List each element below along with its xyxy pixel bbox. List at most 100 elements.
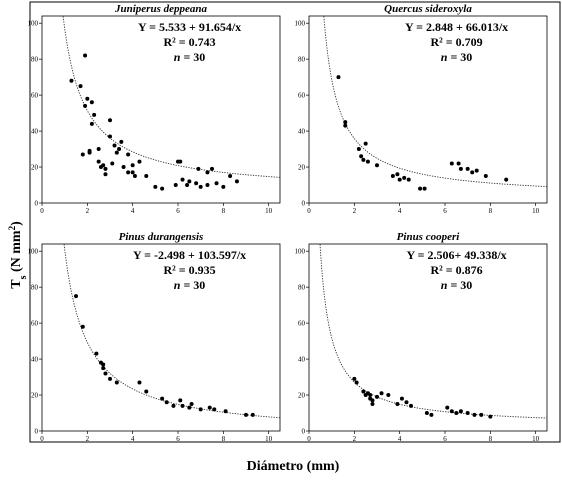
data-point [144,389,149,394]
data-point [402,175,407,180]
y-tick-label: 0 [35,428,39,436]
outer-frame [29,1,561,443]
y-axis-title: Ts (N mm2) [7,221,29,289]
data-point [78,84,83,89]
data-point [422,186,427,191]
y-tick-label: 40 [298,356,306,364]
data-point [397,177,402,182]
x-tick-label: 4 [398,207,402,215]
data-point [137,380,142,385]
y-tick-label: 60 [31,92,39,100]
data-point [474,168,479,173]
y-tick-label: 20 [31,164,39,172]
data-point [101,163,106,168]
data-point [375,163,379,168]
data-point [130,163,135,168]
r-squared-label: R² = 0.743 [164,35,216,49]
data-point [361,157,366,162]
data-point [87,150,92,155]
data-point [112,143,117,148]
y-tick-label: 100 [295,248,306,256]
panel-title: Pinus cooperi [397,231,461,243]
data-point [465,166,470,171]
panel-title: Quercus sideroxyla [384,3,472,15]
x-tick-label: 10 [265,207,273,215]
y-tick-label: 60 [298,92,306,100]
data-point [92,112,97,117]
data-point [343,123,348,128]
data-point [187,179,192,184]
data-point [343,120,348,125]
sample-size-label: n = 30 [441,50,473,64]
data-point [483,174,488,179]
y-tick-label: 40 [31,356,39,364]
data-point [189,402,194,407]
data-point [173,183,178,188]
r-squared-label: R² = 0.935 [164,263,216,277]
sample-size-value: = 30 [180,50,205,64]
y-tick-label: 20 [298,164,306,172]
fit-curve [62,16,280,178]
y-tick-label: 40 [31,128,39,136]
fit-curve [63,244,280,419]
y-tick-label: 0 [302,200,306,208]
data-point [96,147,101,152]
x-tick-label: 0 [307,435,311,443]
data-point [205,170,210,175]
data-point [359,154,364,159]
data-point [185,183,190,188]
data-point [223,409,228,414]
data-point [121,165,126,170]
y-tick-label: 100 [28,20,39,28]
data-point [160,186,165,191]
data-point [83,53,88,58]
sample-size-value: = 30 [180,278,205,292]
regression-equation: Y = 5.533 + 91.654/x [138,20,241,34]
y-axis-title-rest: (N mm [9,230,24,275]
data-point [85,96,90,101]
data-point [244,412,248,417]
data-point [424,411,429,416]
y-axis-title-close: ) [9,221,24,226]
data-point [196,166,201,171]
sample-size-symbol: n [174,278,181,292]
data-point [194,181,199,186]
y-tick-label: 60 [298,320,306,328]
data-point [395,172,400,177]
data-point [114,380,119,385]
data-point [164,400,169,405]
x-tick-label: 2 [86,207,90,215]
regression-equation: Y = 2.848 + 66.013/x [405,20,508,34]
data-point [458,409,463,414]
data-point [488,414,493,419]
y-tick-label: 0 [35,200,39,208]
data-point [479,412,484,417]
data-point [207,405,212,410]
r-squared-label: R² = 0.876 [431,263,483,277]
data-point [454,411,459,416]
data-point [160,396,165,401]
data-point [212,407,217,412]
data-point [465,411,470,416]
panel-title: Pinus durangensis [119,231,204,243]
x-tick-label: 6 [176,207,180,215]
plot-frame [41,243,281,432]
data-point [198,407,203,412]
x-tick-label: 6 [443,435,447,443]
x-tick-label: 0 [40,207,44,215]
data-point [101,362,106,367]
x-tick-label: 8 [222,207,226,215]
data-point [418,186,423,191]
y-axis-title-main: T [9,279,24,289]
data-point [449,161,454,166]
x-tick-label: 0 [40,435,44,443]
data-point [406,177,411,182]
data-point [375,394,379,399]
y-tick-label: 80 [298,284,306,292]
y-tick-label: 80 [298,56,306,64]
data-point [137,159,142,164]
data-point [429,412,434,417]
data-point [370,398,375,403]
x-tick-label: 6 [443,207,447,215]
